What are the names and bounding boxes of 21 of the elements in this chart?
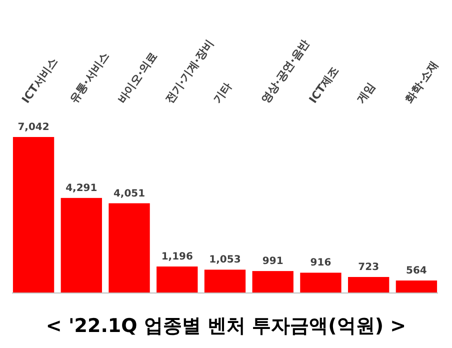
data-label: 1,053 <box>209 254 241 266</box>
bar <box>348 276 390 293</box>
data-label: 564 <box>406 266 427 277</box>
bar <box>252 271 294 293</box>
data-label: 916 <box>310 258 332 269</box>
data-label: 1,196 <box>161 252 193 263</box>
data-label: 4,291 <box>66 182 98 194</box>
x-tick-label: 게임 <box>354 80 378 106</box>
bar <box>300 272 342 293</box>
bar <box>12 137 54 293</box>
bar <box>108 203 150 293</box>
x-tick-label: 기타 <box>210 80 234 106</box>
data-label: 4,051 <box>113 188 146 200</box>
data-label: 991 <box>262 256 284 268</box>
text: < '22.1Q 업종별 벤처 투자금액(억원) > <box>46 315 406 337</box>
data-label: 723 <box>358 262 380 273</box>
bar <box>156 266 198 293</box>
data-label: 7,042 <box>18 122 50 133</box>
bar <box>396 280 438 293</box>
bar <box>204 270 246 293</box>
bar <box>60 198 102 293</box>
